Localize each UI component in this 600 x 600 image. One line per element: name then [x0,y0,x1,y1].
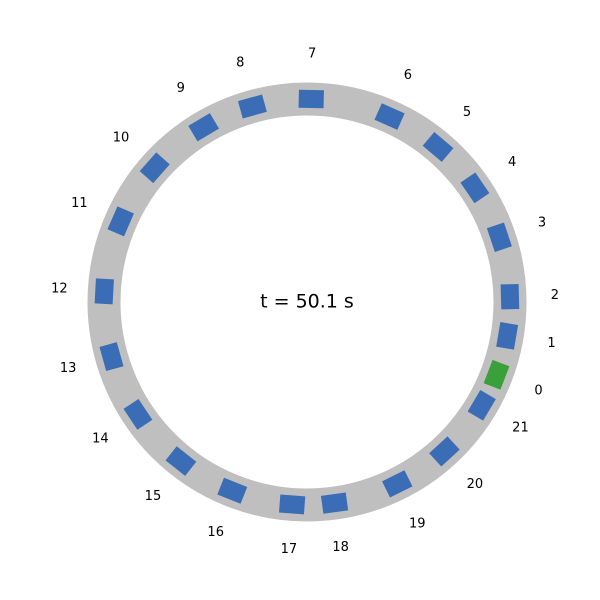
car-14 [123,398,153,430]
car-7 [298,89,324,109]
car-label-4: 4 [508,155,516,170]
car-label-1: 1 [547,336,555,351]
cars-group [94,89,520,515]
car-4 [460,172,490,204]
car-label-10: 10 [113,130,130,145]
car-label-5: 5 [463,105,471,120]
car-10 [139,152,170,184]
car-label-16: 16 [207,525,224,540]
car-21 [467,389,496,421]
car-8 [237,94,267,119]
car-18 [320,492,349,514]
car-6 [374,103,405,130]
car-label-9: 9 [177,81,185,96]
car-label-21: 21 [512,421,529,436]
car-2 [500,283,520,310]
car-label-17: 17 [281,542,298,557]
car-label-8: 8 [236,56,244,71]
car-5 [422,132,454,162]
car-0 [483,359,510,390]
car-3 [486,222,512,252]
car-label-7: 7 [308,47,316,62]
car-label-18: 18 [332,540,349,555]
car-label-20: 20 [467,477,484,492]
car-16 [217,477,248,504]
car-label-12: 12 [51,282,68,297]
car-15 [165,446,197,476]
car-label-2: 2 [551,288,559,303]
car-13 [99,342,124,372]
car-20 [429,436,460,467]
car-label-11: 11 [71,196,88,211]
car-label-19: 19 [409,517,426,532]
car-label-0: 0 [534,383,542,398]
car-19 [382,470,413,498]
car-label-6: 6 [404,68,412,83]
car-9 [188,113,220,142]
car-label-3: 3 [538,215,546,230]
car-label-13: 13 [60,361,77,376]
car-12 [94,278,114,305]
car-11 [107,206,134,237]
car-label-15: 15 [145,489,162,504]
car-1 [496,322,519,350]
car-label-14: 14 [92,432,109,447]
time-label: t = 50.1 s [260,291,354,313]
car-17 [279,494,306,515]
